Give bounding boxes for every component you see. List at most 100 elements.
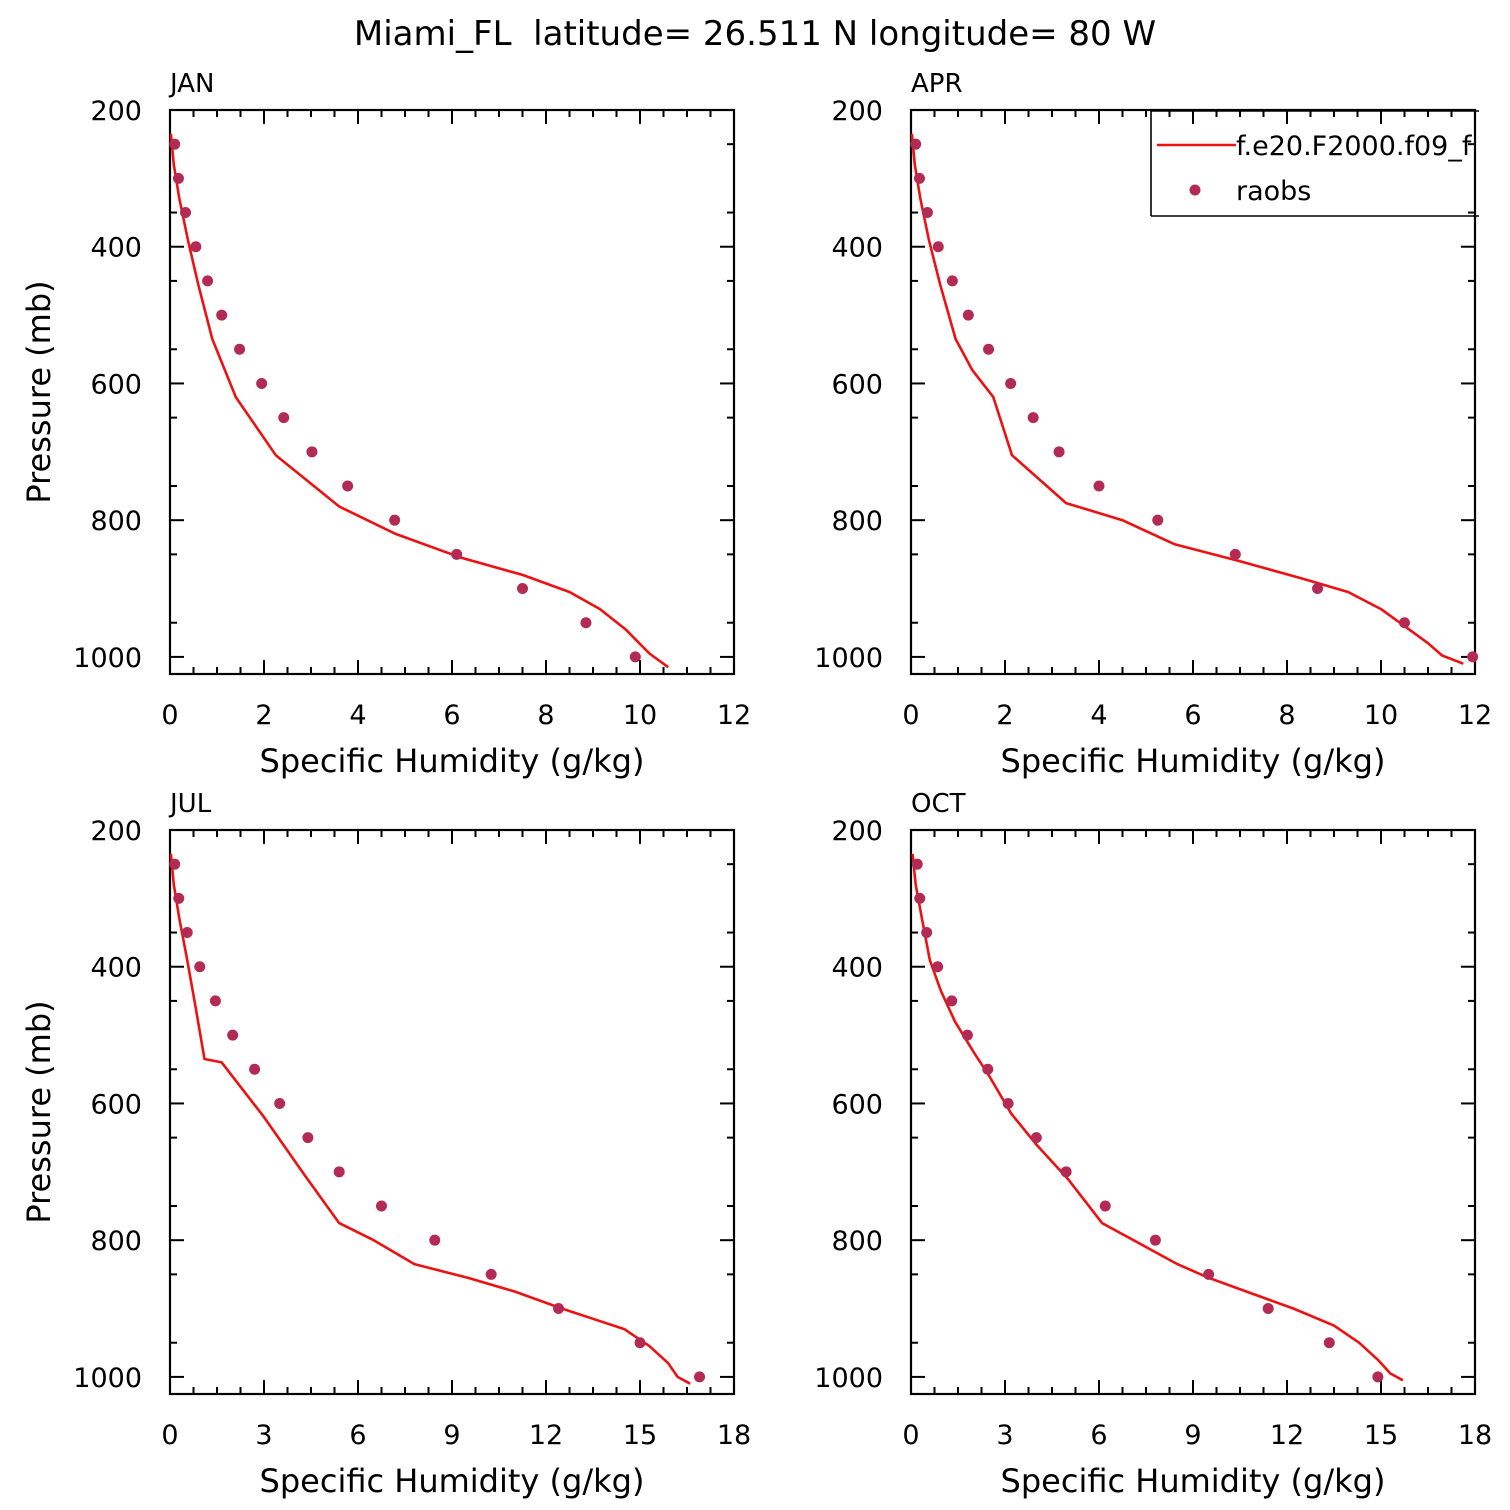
jan-y-tick-label: 600 <box>90 369 142 400</box>
oct-x-axis-label: Specific Humidity (g/kg) <box>1001 1462 1386 1500</box>
apr-raobs-point <box>921 207 933 219</box>
apr-y-tick-label: 1000 <box>814 643 883 674</box>
jul-x-tick-label: 9 <box>443 1420 460 1451</box>
apr-x-tick-label: 8 <box>1278 700 1295 731</box>
oct-y-tick-label: 600 <box>831 1089 883 1120</box>
oct-raobs-point <box>1149 1234 1161 1246</box>
jan-y-tick-label: 400 <box>90 233 142 264</box>
jul-x-tick-label: 18 <box>717 1420 751 1451</box>
oct-raobs-point <box>1030 1132 1042 1144</box>
jan-raobs-point <box>629 651 641 663</box>
legend-label-raobs: raobs <box>1236 176 1311 207</box>
oct-panel-title: OCT <box>911 789 966 819</box>
jul-y-tick-label: 800 <box>90 1226 142 1257</box>
jan-raobs-point <box>389 514 401 526</box>
apr-x-tick-label: 4 <box>1090 700 1107 731</box>
oct-x-tick-label: 6 <box>1090 1420 1107 1451</box>
apr-raobs-point <box>1312 583 1324 595</box>
jan-raobs-point <box>190 241 202 253</box>
apr-x-tick-label: 2 <box>996 700 1013 731</box>
apr-raobs-point <box>1152 514 1164 526</box>
oct-x-tick-label: 18 <box>1458 1420 1492 1451</box>
apr-raobs-point <box>1229 548 1241 560</box>
oct-raobs-point <box>914 892 926 904</box>
oct-model-line <box>911 853 1404 1382</box>
panel-jan: JAN 0 2 4 6 8 10 12 200 400 600 800 1000 Specific Hum… <box>20 69 751 780</box>
jan-x-tick-label: 6 <box>443 700 460 731</box>
oct-x-tick-label: 15 <box>1364 1420 1398 1451</box>
apr-raobs-point <box>1053 446 1065 458</box>
jul-raobs-point <box>227 1029 239 1041</box>
jul-y-tick-label: 200 <box>90 816 142 847</box>
oct-x-tick-label: 0 <box>902 1420 919 1451</box>
apr-raobs-point <box>932 241 944 253</box>
jan-raobs-point <box>256 377 268 389</box>
page-title: Miami_FL latitude= 26.511 N longitude= 8… <box>354 14 1156 54</box>
oct-raobs-point <box>921 927 933 939</box>
jul-raobs-point <box>274 1097 286 1109</box>
apr-raobs-point <box>1027 412 1039 424</box>
oct-raobs-point <box>982 1063 994 1075</box>
jul-panel-title: JUL <box>168 789 212 819</box>
jan-x-tick-label: 4 <box>349 700 366 731</box>
jan-model-line <box>169 133 669 669</box>
jan-raobs-point <box>234 343 246 355</box>
apr-raobs-point <box>910 138 922 150</box>
apr-x-axis-label: Specific Humidity (g/kg) <box>1001 742 1386 780</box>
apr-x-tick-label: 0 <box>902 700 919 731</box>
jan-raobs-point <box>180 207 192 219</box>
oct-raobs-point <box>1323 1337 1335 1349</box>
legend-marker-swatch <box>1189 184 1201 196</box>
jul-raobs-point <box>173 892 185 904</box>
apr-raobs-point <box>1005 377 1017 389</box>
jan-x-tick-label: 10 <box>623 700 657 731</box>
panel-oct: OCT 0 3 6 9 12 15 18 200 400 600 800 1000 Specific Hu… <box>814 789 1492 1500</box>
jan-y-tick-label: 200 <box>90 96 142 127</box>
apr-panel-title: APR <box>911 69 963 99</box>
jan-x-tick-label: 0 <box>161 700 178 731</box>
jan-raobs-point <box>278 412 290 424</box>
jan-raobs-point <box>342 480 354 492</box>
jul-raobs-point <box>169 858 181 870</box>
oct-x-tick-label: 3 <box>996 1420 1013 1451</box>
oct-raobs-point <box>1203 1268 1215 1280</box>
apr-y-tick-label: 400 <box>831 233 883 264</box>
apr-x-tick-label: 10 <box>1364 700 1398 731</box>
jan-raobs-point <box>580 617 592 629</box>
jul-raobs-point <box>634 1337 646 1349</box>
oct-raobs-point <box>1099 1200 1111 1212</box>
oct-x-tick-label: 12 <box>1270 1420 1304 1451</box>
oct-y-tick-label: 800 <box>831 1226 883 1257</box>
panel-jul: JUL 0 3 6 9 12 15 18 200 400 600 800 1000 Specific Hu… <box>20 789 751 1500</box>
jul-x-axis-label: Specific Humidity (g/kg) <box>260 1462 645 1500</box>
apr-raobs-point <box>913 172 925 184</box>
jan-x-tick-label: 8 <box>537 700 554 731</box>
apr-raobs-point <box>962 309 974 321</box>
apr-y-tick-label: 200 <box>831 96 883 127</box>
apr-y-tick-label: 600 <box>831 369 883 400</box>
jul-raobs-point <box>194 961 206 973</box>
jul-raobs-point <box>429 1234 441 1246</box>
jul-x-tick-label: 12 <box>529 1420 563 1451</box>
apr-raobs-point <box>1399 617 1410 629</box>
jul-x-tick-label: 3 <box>255 1420 272 1451</box>
jul-raobs-point <box>333 1166 345 1178</box>
jan-raobs-point <box>169 138 181 150</box>
jul-y-axis-label: Pressure (mb) <box>20 1000 58 1223</box>
apr-raobs-point <box>946 275 958 287</box>
jan-y-tick-label: 800 <box>90 506 142 537</box>
jan-x-tick-label: 12 <box>717 700 751 731</box>
oct-y-tick-label: 200 <box>831 816 883 847</box>
jan-panel-title: JAN <box>168 69 214 99</box>
apr-raobs-point <box>1467 651 1479 663</box>
oct-y-tick-label: 400 <box>831 953 883 984</box>
apr-raobs-point <box>1093 480 1105 492</box>
jan-y-tick-label: 1000 <box>73 643 142 674</box>
legend-label-model: f.e20.F2000.f09_f <box>1236 131 1473 162</box>
oct-raobs-point <box>911 858 923 870</box>
jul-raobs-point <box>694 1371 706 1383</box>
oct-raobs-point <box>1372 1371 1384 1383</box>
jul-x-tick-label: 15 <box>623 1420 657 1451</box>
